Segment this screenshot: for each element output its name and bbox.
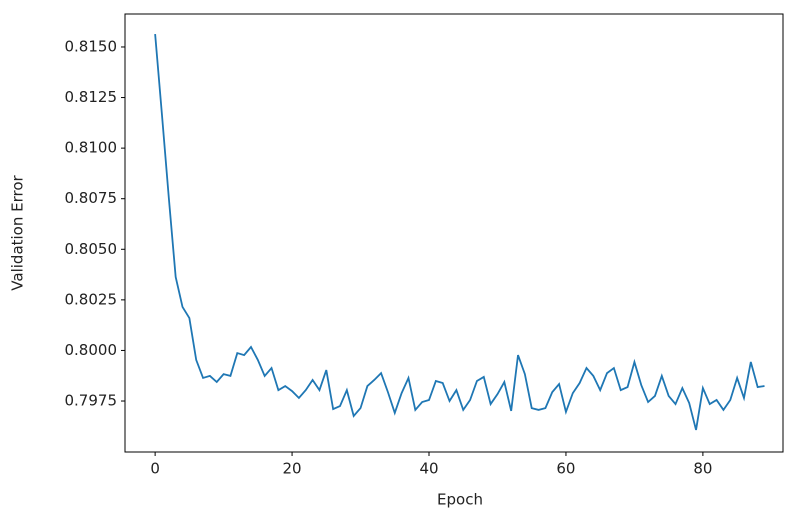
x-tick-label: 20 bbox=[283, 460, 302, 478]
series-line bbox=[154, 33, 765, 431]
y-tick-label: 0.8050 bbox=[65, 240, 118, 258]
y-tick-label: 0.8100 bbox=[65, 139, 118, 157]
y-tick-label: 0.8125 bbox=[65, 88, 118, 106]
x-axis-label: Epoch bbox=[437, 491, 483, 509]
y-tick-label: 0.8025 bbox=[65, 290, 118, 308]
x-tick-label: 0 bbox=[150, 460, 160, 478]
x-tick-label: 40 bbox=[419, 460, 438, 478]
y-tick-label: 0.8150 bbox=[65, 37, 118, 55]
y-tick-label: 0.8075 bbox=[65, 189, 118, 207]
y-axis-label: Validation Error bbox=[9, 174, 27, 290]
plot-frame bbox=[124, 13, 784, 453]
x-tick-label: 60 bbox=[556, 460, 575, 478]
y-tick-label: 0.7975 bbox=[65, 392, 118, 410]
x-tick-label: 80 bbox=[693, 460, 712, 478]
y-tick-label: 0.8000 bbox=[65, 341, 118, 359]
